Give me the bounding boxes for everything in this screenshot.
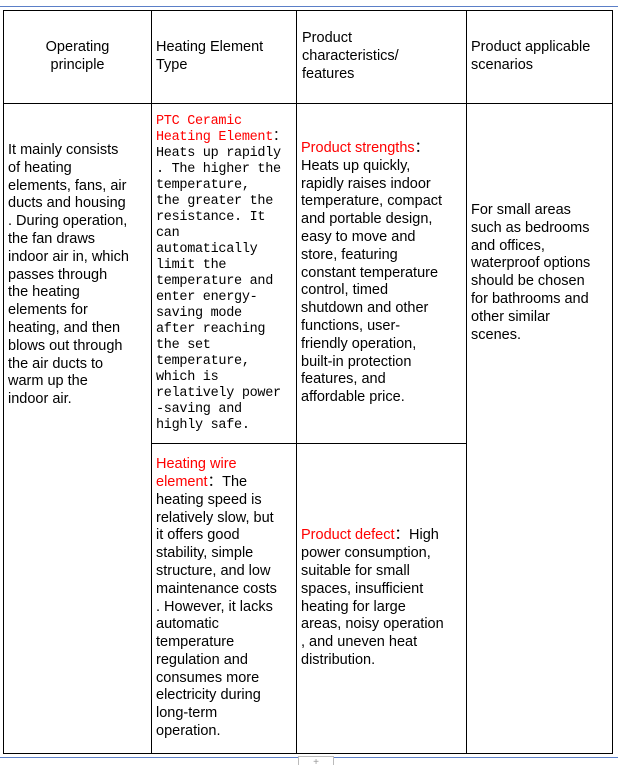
defect-label: Product defect (301, 527, 395, 544)
header-operating-principle: Operating principle (3, 10, 152, 104)
comparison-table: Operating principle Heating Element Type… (3, 10, 613, 754)
wire-element-cell: Heating wire element：The heating speed i… (151, 443, 297, 754)
header-heating-element-type: Heating Element Type (151, 10, 297, 104)
defect-cell: Product defect：High power consumption, s… (296, 443, 467, 754)
strengths-text: ： Heats up quickly, rapidly raises indoo… (301, 140, 443, 406)
ptc-element-label: PTC Ceramic Heating Element (156, 113, 274, 145)
defect-text: ：High power consumption, suitable for sm… (301, 527, 444, 668)
scenarios-cell: For small areas such as bedrooms and off… (466, 103, 613, 754)
strengths-label: Product strengths (301, 140, 415, 157)
page-top-rule (0, 6, 618, 7)
operating-principle-cell: It mainly consists of heating elements, … (3, 103, 152, 754)
strengths-cell: Product strengths： Heats up quickly, rap… (296, 103, 467, 444)
header-product-features: Product characteristics/ features (296, 10, 467, 104)
header-applicable-scenarios: Product applicable scenarios (466, 10, 613, 104)
header-row: Operating principle Heating Element Type… (3, 10, 613, 104)
wire-element-text: ：The heating speed is relatively slow, b… (156, 473, 277, 740)
ptc-element-text: ： Heats up rapidly . The higher the temp… (156, 129, 287, 433)
table-row: Heating wire element：The heating speed i… (4, 443, 613, 754)
table-row: It mainly consists of heating elements, … (3, 103, 613, 754)
wire-element-label: Heating wire element (156, 456, 237, 490)
ptc-element-cell: PTC Ceramic Heating Element： Heats up ra… (151, 103, 297, 444)
add-row-handle-icon[interactable]: + (298, 756, 334, 768)
